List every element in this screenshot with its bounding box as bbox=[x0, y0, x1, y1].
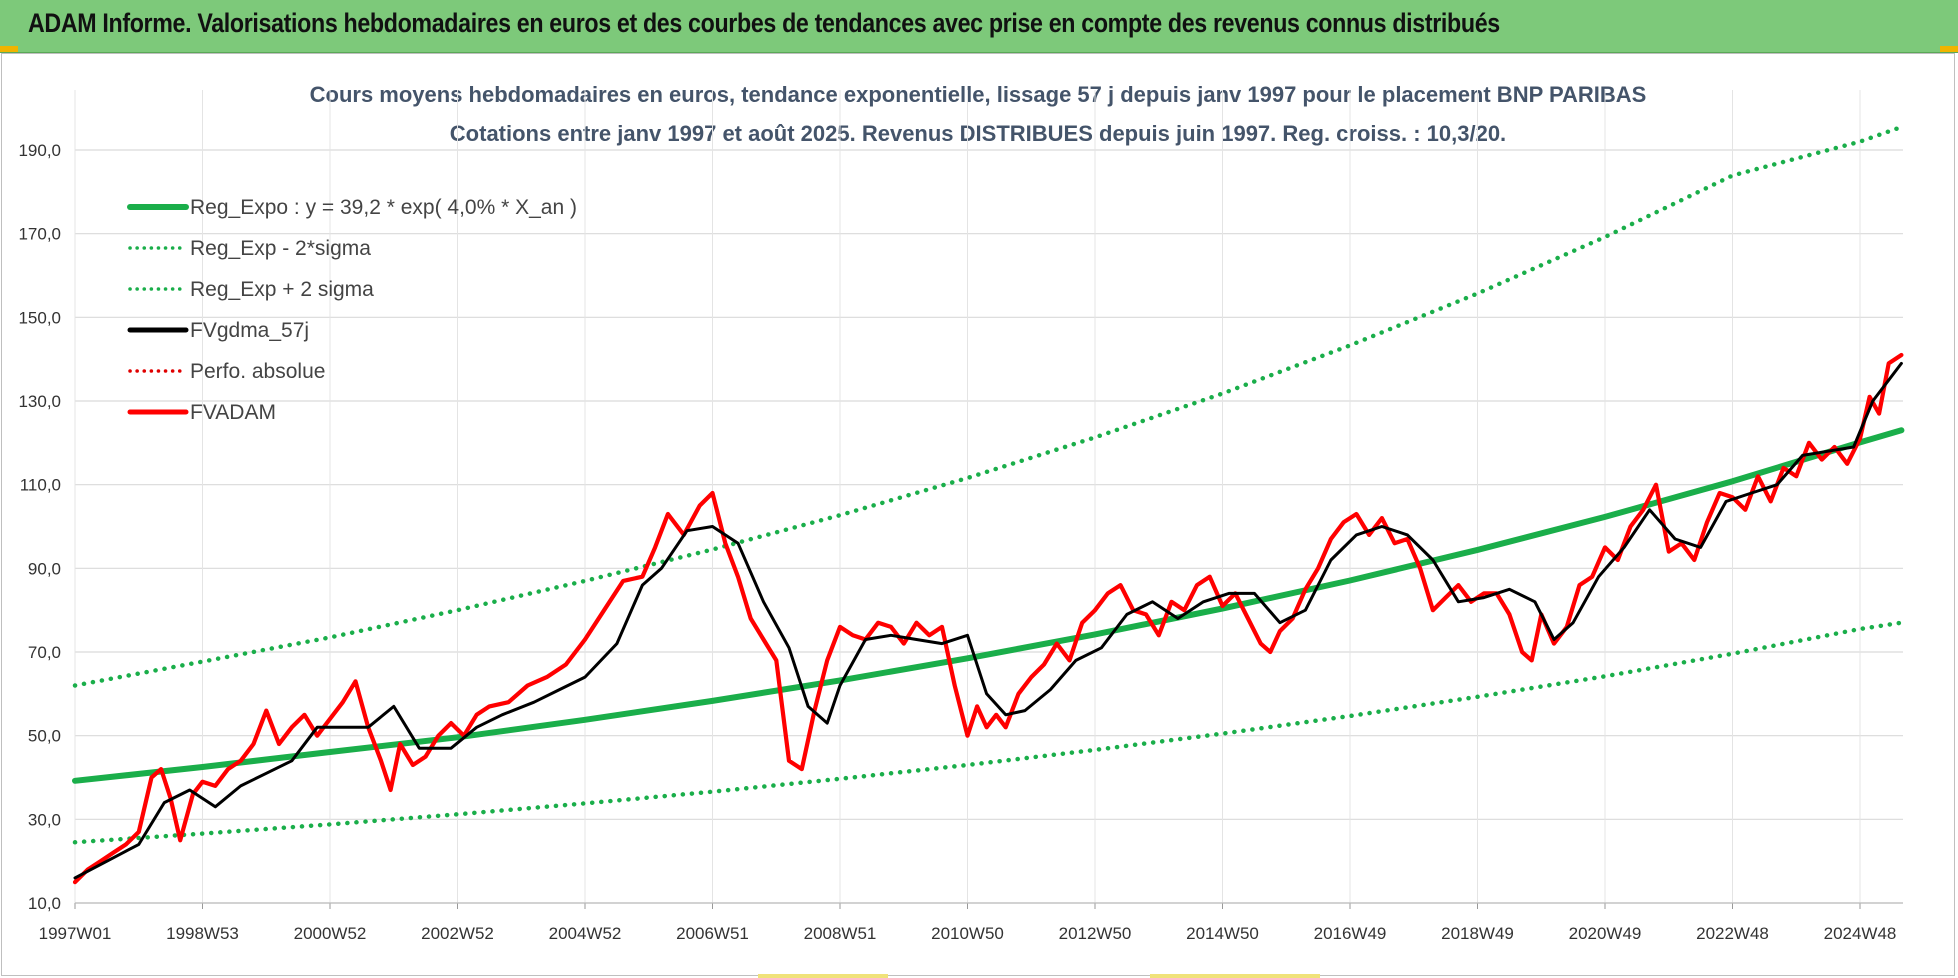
x-tick-label: 2022W48 bbox=[1696, 924, 1769, 943]
y-tick-label: 190,0 bbox=[18, 141, 61, 160]
chart-title: Cours moyens hebdomadaires en euros, ten… bbox=[310, 82, 1647, 107]
x-tick-label: 2006W51 bbox=[676, 924, 749, 943]
legend-label: FVgdma_57j bbox=[190, 319, 309, 342]
series-line-1 bbox=[72, 620, 1904, 845]
x-tick-label: 1997W01 bbox=[39, 924, 112, 943]
x-tick-label: 2012W50 bbox=[1059, 924, 1132, 943]
x-tick-label: 2018W49 bbox=[1441, 924, 1514, 943]
x-tick-label: 2024W48 bbox=[1824, 924, 1897, 943]
y-tick-label: 70,0 bbox=[28, 643, 61, 662]
y-tick-label: 170,0 bbox=[18, 225, 61, 244]
legend-label: Reg_Exp + 2 sigma bbox=[190, 278, 374, 301]
corner-marker-left bbox=[0, 46, 18, 52]
legend-label: Reg_Exp - 2*sigma bbox=[190, 237, 371, 260]
y-tick-label: 150,0 bbox=[18, 308, 61, 327]
x-tick-label: 2020W49 bbox=[1569, 924, 1642, 943]
y-tick-label: 30,0 bbox=[28, 810, 61, 829]
y-tick-label: 10,0 bbox=[28, 894, 61, 913]
x-tick-label: 2002W52 bbox=[421, 924, 494, 943]
x-tick-label: 2010W50 bbox=[931, 924, 1004, 943]
chart-frame bbox=[1, 53, 1955, 976]
series-layer bbox=[72, 124, 1905, 885]
legend-label: FVADAM bbox=[190, 401, 276, 424]
legend-label: Reg_Expo : y = 39,2 * exp( 4,0% * X_an ) bbox=[190, 196, 577, 219]
corner-marker-right bbox=[1940, 46, 1958, 52]
axis-layer: 10,0 30,0 50,0 70,0 90,0 110,0 130,0 150,0 170,0… bbox=[18, 141, 1903, 943]
legend: Reg_Expo : y = 39,2 * exp( 4,0% * X_an )… bbox=[127, 196, 577, 424]
header-band: ADAM Informe. Valorisations hebdomadaire… bbox=[0, 0, 1958, 53]
y-tick-label: 110,0 bbox=[20, 476, 61, 495]
series-line-5 bbox=[72, 352, 1904, 885]
x-tick-label: 2004W52 bbox=[549, 924, 622, 943]
series-line-2 bbox=[72, 124, 1904, 688]
series-line-0 bbox=[72, 427, 1905, 784]
series-line-3 bbox=[73, 361, 1903, 880]
y-tick-label: 50,0 bbox=[28, 727, 61, 746]
legend-label: Perfo. absolue bbox=[190, 360, 325, 383]
y-tick-label: 130,0 bbox=[18, 392, 61, 411]
chart-subtitle: Cotations entre janv 1997 et août 2025. … bbox=[450, 121, 1506, 146]
bottom-band-a bbox=[758, 974, 888, 978]
x-tick-label: 2008W51 bbox=[804, 924, 877, 943]
x-tick-label: 2014W50 bbox=[1186, 924, 1259, 943]
x-tick-label: 2000W52 bbox=[294, 924, 367, 943]
bottom-band-b bbox=[1150, 974, 1320, 978]
page-title: ADAM Informe. Valorisations hebdomadaire… bbox=[28, 8, 1500, 38]
x-tick-label: 1998W53 bbox=[166, 924, 239, 943]
x-tick-label: 2016W49 bbox=[1314, 924, 1387, 943]
y-tick-label: 90,0 bbox=[28, 559, 61, 578]
